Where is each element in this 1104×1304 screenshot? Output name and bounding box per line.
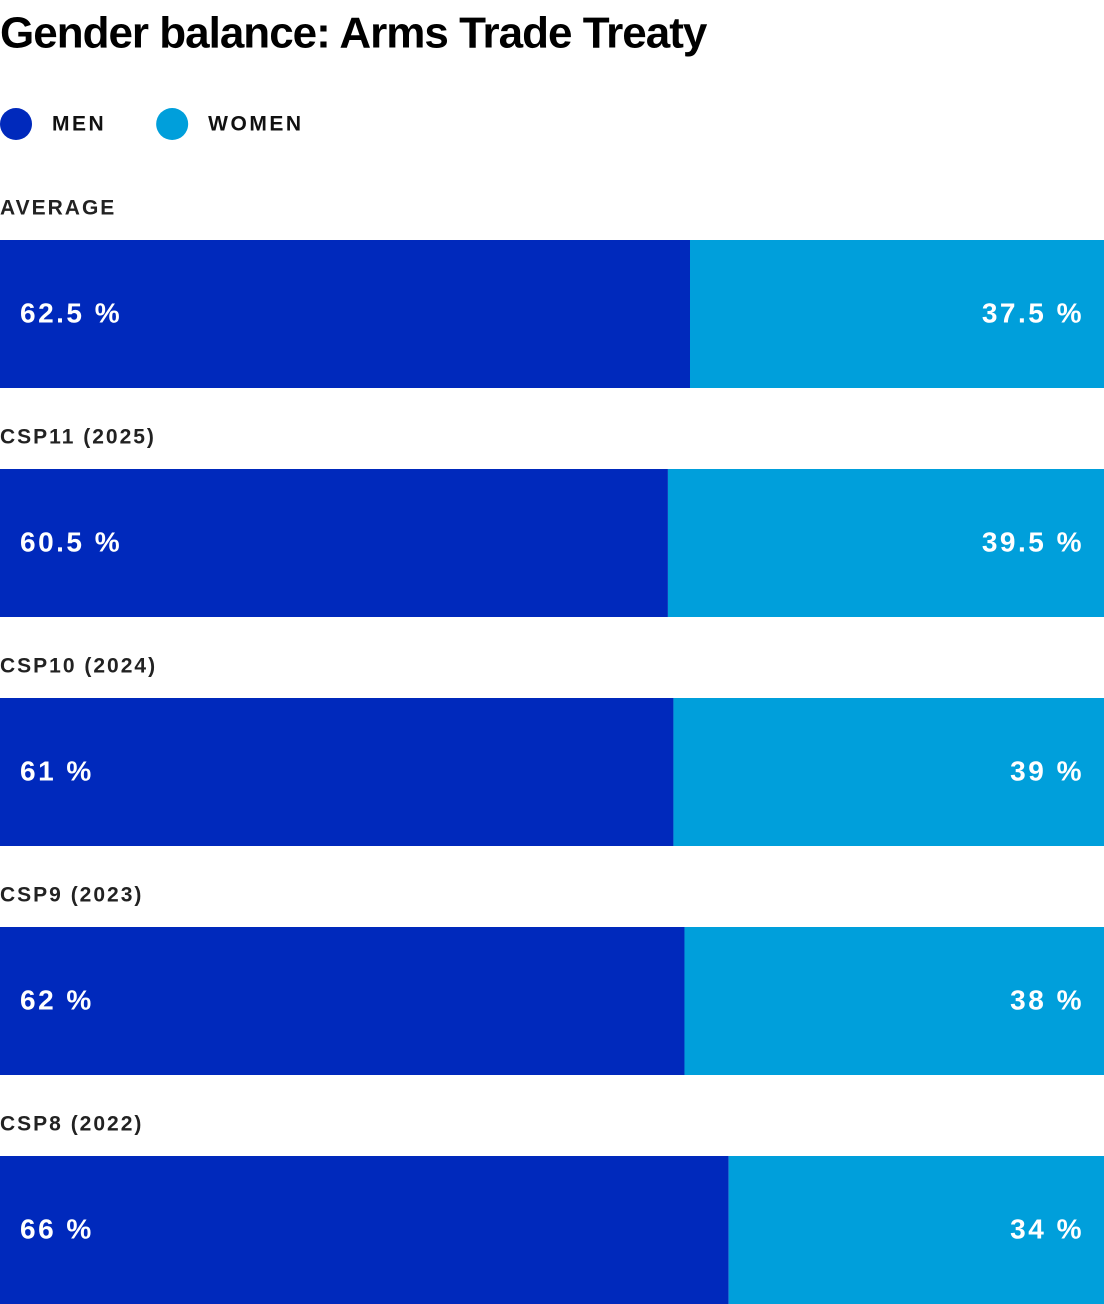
bar-segment: [0, 1156, 729, 1304]
chart-title: Gender balance: Arms Trade Treaty: [0, 9, 708, 58]
value-label: 38 %: [1010, 984, 1084, 1015]
bar-segment: [0, 240, 690, 388]
value-label: 60.5 %: [20, 526, 122, 557]
legend-swatch: [156, 108, 189, 140]
category-label: CSP11 (2025): [0, 426, 156, 449]
bar-segment: [667, 469, 1104, 617]
bar-segment: [673, 698, 1104, 846]
value-label: 39.5 %: [982, 526, 1084, 557]
value-label: 66 %: [20, 1213, 94, 1244]
bar-segment: [0, 469, 668, 617]
value-label: 39 %: [1010, 755, 1084, 786]
value-label: 37.5 %: [982, 297, 1084, 328]
category-label: CSP9 (2023): [0, 884, 143, 907]
legend-label: WOMEN: [208, 113, 303, 136]
legend-label: MEN: [52, 113, 106, 136]
value-label: 34 %: [1010, 1213, 1084, 1244]
bar-segment: [690, 240, 1104, 388]
value-label: 62 %: [20, 984, 94, 1015]
value-label: 61 %: [20, 755, 94, 786]
bar-segment: [0, 698, 674, 846]
category-label: AVERAGE: [0, 197, 116, 220]
legend-swatch: [0, 108, 32, 140]
bar-segment: [0, 927, 685, 1075]
bar-segment: [684, 927, 1104, 1075]
category-label: CSP10 (2024): [0, 655, 157, 678]
value-label: 62.5 %: [20, 297, 122, 328]
category-label: CSP8 (2022): [0, 1113, 143, 1136]
bar-segment: [728, 1156, 1104, 1304]
